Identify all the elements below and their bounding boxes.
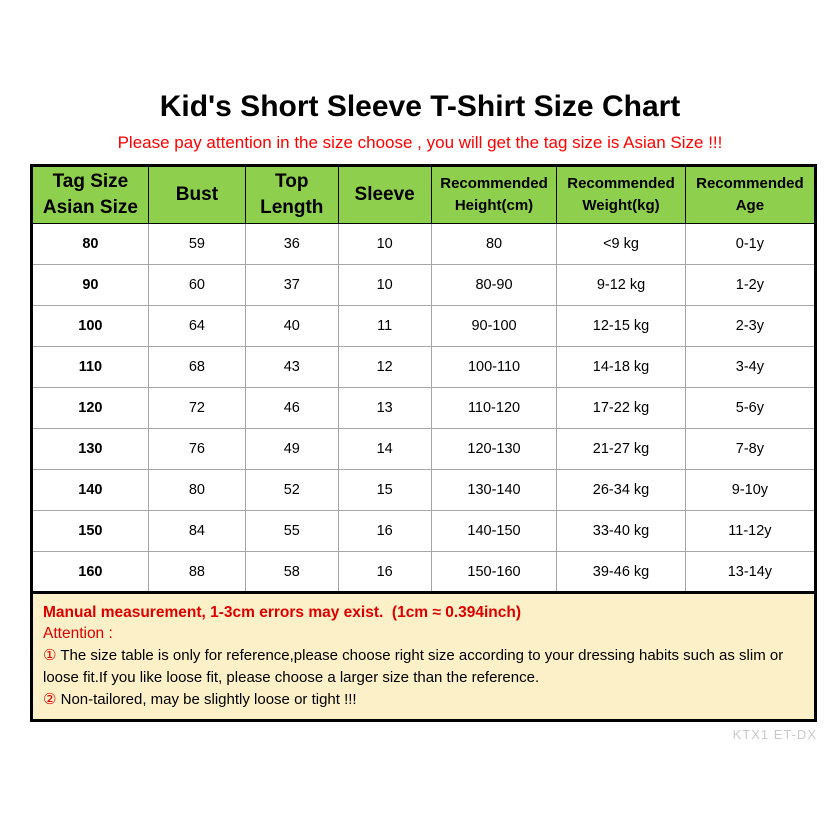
cell-sleeve: 10 [337,264,432,306]
cell-tag-size: 110 [31,346,149,388]
table-row: 120 72 46 13 110-120 17-22 kg 5-6y [31,387,817,429]
cell-sleeve: 12 [337,346,432,388]
table-row: 150 84 55 16 140-150 33-40 kg 11-12y [31,510,817,552]
column-header-top-length: Top Length [245,165,339,224]
measurement-note: Manual measurement, 1-3cm errors may exi… [43,604,522,621]
cell-weight: 14-18 kg [556,346,686,388]
cell-top-length: 37 [245,264,339,306]
cell-sleeve: 16 [337,510,432,552]
cell-top-length: 49 [245,428,339,470]
cell-sleeve: 13 [337,387,432,429]
cell-bust: 76 [147,428,247,470]
cell-top-length: 40 [245,305,339,347]
cell-weight: 39-46 kg [556,551,686,593]
cell-bust: 60 [147,264,247,306]
cell-height: 150-160 [430,551,558,593]
notes-box: Manual measurement, 1-3cm errors may exi… [30,594,817,723]
circled-number-marker: ② [43,690,57,708]
cell-tag-size: 120 [31,387,149,429]
cell-tag-size: 130 [31,428,149,470]
cell-sleeve: 14 [337,428,432,470]
subtitle-warning: Please pay attention in the size choose … [117,133,723,152]
cell-weight: 21-27 kg [556,428,686,470]
cell-height: 140-150 [430,510,558,552]
table-row: 110 68 43 12 100-110 14-18 kg 3-4y [31,346,817,388]
cell-weight: 12-15 kg [556,305,686,347]
cell-weight: 9-12 kg [556,264,686,306]
cell-age: 5-6y [684,387,817,429]
column-header-sleeve: Sleeve [337,165,432,224]
table-row: 160 88 58 16 150-160 39-46 kg 13-14y [31,551,817,593]
cell-weight: 26-34 kg [556,469,686,511]
attention-item: ① The size table is only for reference,p… [43,647,784,686]
cell-age: 9-10y [684,469,817,511]
cell-age: 13-14y [684,551,817,593]
cell-height: 80-90 [430,264,558,306]
cell-top-length: 46 [245,387,339,429]
cell-tag-size: 80 [31,223,149,265]
table-row: 100 64 40 11 90-100 12-15 kg 2-3y [31,305,817,347]
cell-tag-size: 100 [31,305,149,347]
table-body: 80 59 36 10 80 <9 kg 0-1y 90 60 37 10 80-90 9-12 kg 1… [31,223,817,593]
cell-age: 11-12y [684,510,817,552]
cell-bust: 59 [147,223,247,265]
cell-weight: 17-22 kg [556,387,686,429]
cell-weight: <9 kg [556,223,686,265]
cell-tag-size: 150 [31,510,149,552]
cell-sleeve: 16 [337,551,432,593]
column-header-tag-size: Tag Size Asian Size [31,165,149,224]
attention-item: ② Non-tailored, may be slightly loose or… [43,690,357,708]
cell-height: 90-100 [430,305,558,347]
cell-sleeve: 10 [337,223,432,265]
table-row: 80 59 36 10 80 <9 kg 0-1y [31,223,817,265]
column-header-weight: Recommended Weight(kg) [556,165,686,224]
cell-sleeve: 15 [337,469,432,511]
table-header-row: Tag Size Asian Size Bust Top Length Sleeve Rec… [31,165,817,224]
watermark-text: KTX1 ET-DX [732,727,817,743]
size-chart-table: Tag Size Asian Size Bust Top Length Sleeve Rec… [30,164,817,594]
table-row: 130 76 49 14 120-130 21-27 kg 7-8y [31,428,817,470]
cell-top-length: 52 [245,469,339,511]
attention-label: Attention : [43,625,113,642]
cell-tag-size: 90 [31,264,149,306]
circled-number-marker: ① [43,647,57,664]
cell-age: 2-3y [684,305,817,347]
cell-height: 100-110 [430,346,558,388]
cell-bust: 64 [147,305,247,347]
cell-top-length: 55 [245,510,339,552]
cell-tag-size: 140 [31,469,149,511]
cell-height: 130-140 [430,469,558,511]
table-row: 90 60 37 10 80-90 9-12 kg 1-2y [31,264,817,306]
cell-height: 110-120 [430,387,558,429]
cell-bust: 88 [147,551,247,593]
cell-top-length: 43 [245,346,339,388]
cell-age: 1-2y [684,264,817,306]
column-header-height: Recommended Height(cm) [430,165,558,224]
cell-bust: 84 [147,510,247,552]
cell-height: 120-130 [430,428,558,470]
cell-age: 7-8y [684,428,817,470]
cell-tag-size: 160 [31,551,149,593]
cell-top-length: 58 [245,551,339,593]
cell-age: 3-4y [684,346,817,388]
column-header-bust: Bust [147,165,247,224]
cell-bust: 68 [147,346,247,388]
cell-age: 0-1y [684,223,817,265]
cell-height: 80 [430,223,558,265]
page-title: Kid's Short Sleeve T-Shirt Size Chart [159,90,681,123]
cell-bust: 72 [147,387,247,429]
cell-top-length: 36 [245,223,339,265]
attention-list: ① The size table is only for reference,p… [43,645,804,710]
column-header-age: Recommended Age [684,165,817,224]
cell-sleeve: 11 [337,305,432,347]
cell-weight: 33-40 kg [556,510,686,552]
cell-bust: 80 [147,469,247,511]
table-row: 140 80 52 15 130-140 26-34 kg 9-10y [31,469,817,511]
